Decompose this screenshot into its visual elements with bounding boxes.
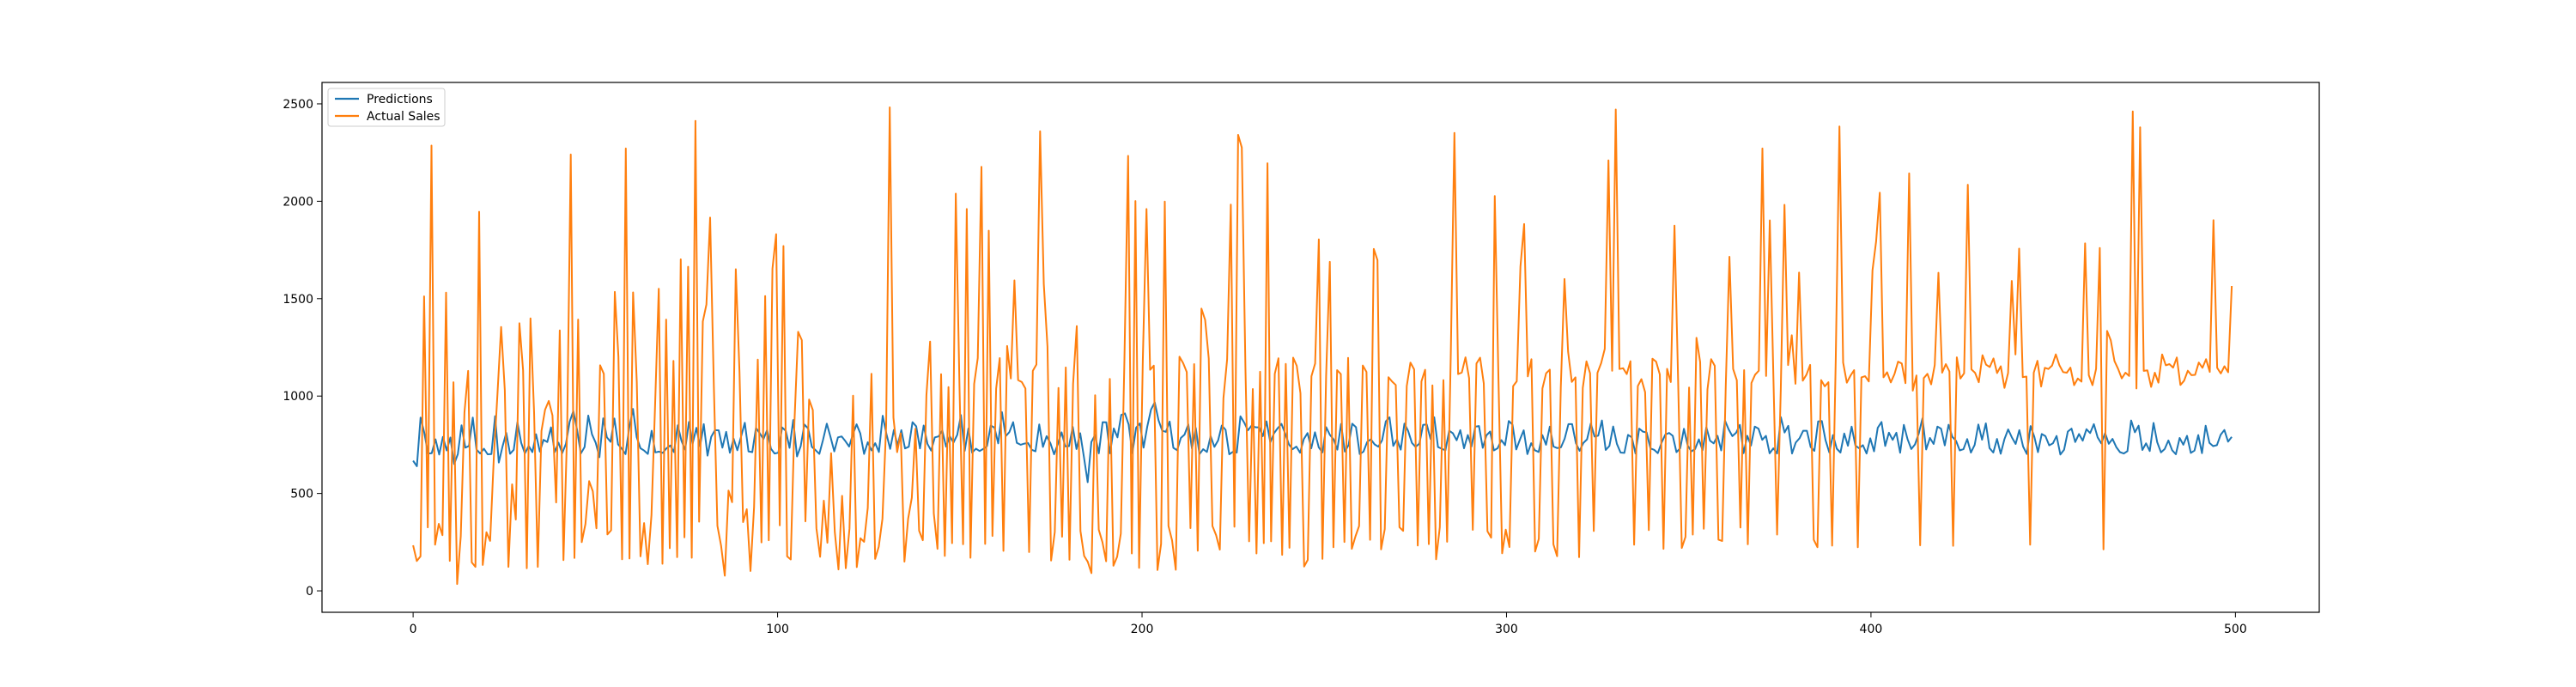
series-line-predictions (412, 401, 2233, 483)
x-tick-label: 500 (2224, 623, 2247, 636)
plot-frame (321, 82, 2320, 613)
x-axis: 0 100 200 300 400 500 (410, 612, 2247, 636)
x-tick-label: 300 (1495, 623, 1518, 636)
legend: Predictions Actual Sales (327, 88, 446, 127)
series-layer (412, 106, 2233, 586)
y-tick-label: 1000 (283, 390, 313, 404)
y-axis: 0 500 1000 1500 2000 2500 (283, 98, 322, 599)
series-line-actual-sales (412, 106, 2233, 586)
legend-label-actual-sales: Actual Sales (367, 110, 440, 124)
legend-label-predictions: Predictions (367, 93, 433, 106)
x-tick-label: 0 (410, 623, 417, 636)
x-tick-label: 200 (1131, 623, 1154, 636)
y-tick-label: 2000 (283, 195, 313, 209)
x-tick-label: 100 (766, 623, 789, 636)
y-tick-label: 2500 (283, 98, 313, 112)
y-tick-label: 1500 (283, 293, 313, 307)
y-tick-label: 500 (290, 488, 313, 502)
y-tick-label: 0 (306, 585, 313, 599)
x-tick-label: 400 (1860, 623, 1883, 636)
